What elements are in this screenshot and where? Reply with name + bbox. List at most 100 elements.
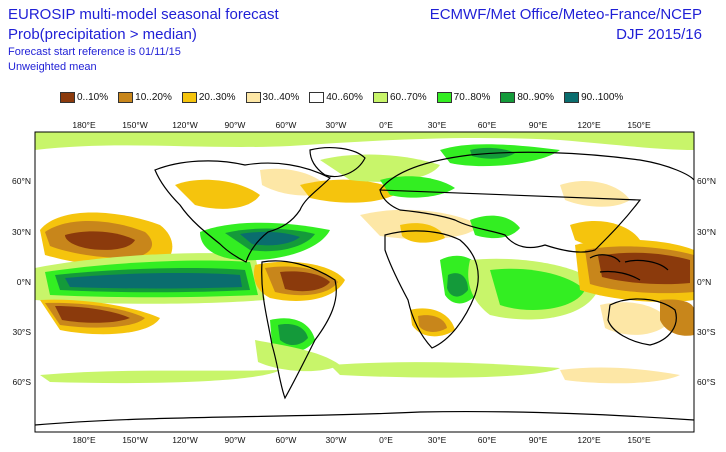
coast-africa xyxy=(384,230,479,349)
lon-label: 120°E xyxy=(577,435,601,445)
legend-label: 70..80% xyxy=(453,92,491,103)
legend-item-40-60: 40..60% xyxy=(309,92,363,103)
coast-maritime xyxy=(589,254,669,281)
title-line1: EUROSIP multi-model seasonal forecast xyxy=(8,6,279,23)
lon-label: 180°E xyxy=(72,120,96,130)
shade-amz-brown xyxy=(280,271,330,292)
coast-north-america xyxy=(154,160,332,263)
shade-gulf-teal xyxy=(240,231,300,246)
legend-item-0-10: 0..10% xyxy=(60,92,108,103)
coastlines xyxy=(35,147,694,426)
lat-label: 60°N xyxy=(697,176,716,186)
lon-labels-top: 180°E 150°W 120°W 90°W 60°W 30°W 0°E 30°… xyxy=(72,120,651,130)
weighting-text: Unweighted mean xyxy=(8,61,97,73)
legend: 0..10% 10..20% 20..30% 30..40% 40..60% 6… xyxy=(60,92,633,103)
shade-asia-yellow xyxy=(560,180,630,207)
lon-label: 150°E xyxy=(627,435,651,445)
shade-spac-brown xyxy=(55,306,130,323)
legend-item-70-80: 70..80% xyxy=(436,92,491,103)
lon-label: 90°E xyxy=(529,120,548,130)
lat-label: 0°N xyxy=(17,277,31,287)
lon-label: 90°W xyxy=(225,120,246,130)
lon-label: 0°E xyxy=(379,120,393,130)
lat-labels-left: 60°N 30°N 0°N 30°S 60°S xyxy=(12,176,31,387)
legend-label: 10..20% xyxy=(135,92,172,103)
shade-io-green xyxy=(490,268,585,310)
coast-australia xyxy=(607,298,677,346)
lon-label: 30°W xyxy=(326,435,347,445)
shade-so-yellow xyxy=(560,367,680,384)
legend-label: 80..90% xyxy=(517,92,555,103)
shade-so-green1 xyxy=(40,370,280,384)
shade-so-green2 xyxy=(330,362,560,378)
lat-label: 30°S xyxy=(12,327,31,337)
lon-label: 120°W xyxy=(172,435,198,445)
legend-label: 40..60% xyxy=(326,92,363,103)
lon-label: 30°E xyxy=(428,120,447,130)
shade-afr-yellow xyxy=(400,223,445,243)
coast-antarctica xyxy=(35,410,694,426)
lon-label: 30°E xyxy=(428,435,447,445)
legend-label: 90..100% xyxy=(581,92,624,103)
legend-swatch xyxy=(245,92,261,103)
legend-item-90-100: 90..100% xyxy=(564,92,623,103)
centres-text: ECMWF/Met Office/Meteo-France/NCEP xyxy=(429,6,702,23)
lon-label: 150°W xyxy=(122,435,148,445)
shade-eafr-dark xyxy=(447,273,468,297)
map-frame xyxy=(34,131,695,433)
forecast-start-text: Forecast start reference is 01/11/15 xyxy=(8,46,181,58)
lon-label: 120°W xyxy=(172,120,198,130)
title-line2: Prob(precipitation > median) xyxy=(8,26,197,43)
lat-label: 30°S xyxy=(697,327,716,337)
shade-aus-orange xyxy=(660,299,694,336)
legend-item-60-70: 60..70% xyxy=(372,92,427,103)
legend-label: 0..10% xyxy=(77,92,109,103)
shade-sa-dark xyxy=(278,324,308,346)
legend-swatch xyxy=(118,92,134,103)
shade-me-green xyxy=(470,215,520,239)
legend-label: 30..40% xyxy=(262,92,300,103)
lat-label: 0°N xyxy=(697,277,711,287)
coast-eurasia xyxy=(379,151,694,253)
lon-label: 90°W xyxy=(225,435,246,445)
lat-label: 30°N xyxy=(697,227,716,237)
lat-label: 30°N xyxy=(12,227,31,237)
lon-labels-bottom: 180°E 150°W 120°W 90°W 60°W 30°W 0°E 30°… xyxy=(72,435,651,445)
legend-item-30-40: 30..40% xyxy=(245,92,300,103)
legend-item-80-90: 80..90% xyxy=(500,92,554,103)
lat-label: 60°S xyxy=(12,377,31,387)
legend-item-10-20: 10..20% xyxy=(118,92,172,103)
lat-label: 60°N xyxy=(12,176,31,186)
shade-na-yellow xyxy=(175,179,260,209)
shade-eqpac-teal xyxy=(65,273,242,289)
lon-label: 150°W xyxy=(122,120,148,130)
legend-swatch xyxy=(309,92,325,103)
legend-swatch xyxy=(500,92,516,103)
legend-label: 60..70% xyxy=(389,92,427,103)
shade-atl-green xyxy=(320,154,440,182)
lon-label: 180°E xyxy=(72,435,96,445)
lon-label: 120°E xyxy=(577,120,601,130)
period-text: DJF 2015/16 xyxy=(616,26,702,43)
legend-swatch xyxy=(564,92,580,103)
lon-label: 60°W xyxy=(276,120,297,130)
lat-label: 60°S xyxy=(697,377,716,387)
shade-mc-brown xyxy=(598,252,690,285)
probability-field xyxy=(35,132,694,432)
legend-swatch xyxy=(436,92,452,103)
lon-label: 60°W xyxy=(276,435,297,445)
legend-label: 20..30% xyxy=(198,92,236,103)
shade-aus-yellow xyxy=(600,302,670,335)
lon-label: 60°E xyxy=(478,120,497,130)
shade-arctic-green xyxy=(35,132,694,150)
lon-label: 90°E xyxy=(529,435,548,445)
legend-item-20-30: 20..30% xyxy=(181,92,236,103)
legend-swatch xyxy=(181,92,197,103)
shade-safr-orange xyxy=(418,315,447,332)
coast-south-america xyxy=(261,260,337,400)
legend-swatch xyxy=(372,92,388,103)
lon-label: 150°E xyxy=(627,120,651,130)
lon-label: 0°E xyxy=(379,435,393,445)
legend-swatch xyxy=(60,92,75,103)
